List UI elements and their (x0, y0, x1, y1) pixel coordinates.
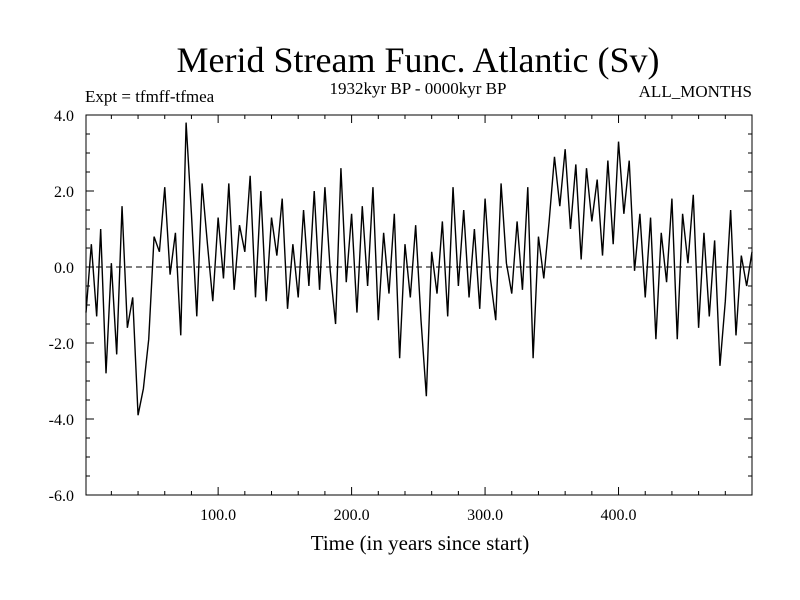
y-tick-label: 4.0 (54, 108, 74, 125)
y-tick-label: -4.0 (49, 412, 74, 429)
x-axis-label: Time (in years since start) (311, 531, 530, 555)
x-tick-label: 400.0 (601, 507, 637, 524)
y-tick-label: 2.0 (54, 184, 74, 201)
x-tick-label: 200.0 (334, 507, 370, 524)
chart-subtitle-right: ALL_MONTHS (639, 82, 752, 101)
chart-title: Merid Stream Func. Atlantic (Sv) (177, 40, 660, 80)
y-tick-label: -2.0 (49, 336, 74, 353)
y-tick-label: -6.0 (49, 488, 74, 505)
x-tick-label: 100.0 (200, 507, 236, 524)
series-line-tfmff-tfmea (85, 122, 753, 416)
y-tick-label: 0.0 (54, 260, 74, 277)
plot-frame (85, 114, 753, 496)
x-tick-label: 300.0 (467, 507, 503, 524)
chart-subtitle-left: Expt = tfmff-tfmea (85, 87, 215, 106)
chart-subtitle-center: 1932kyr BP - 0000kyr BP (330, 79, 507, 98)
